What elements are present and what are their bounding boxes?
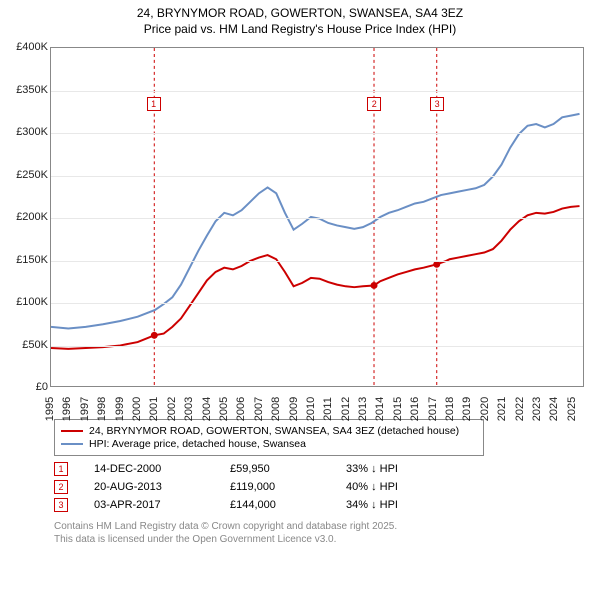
series-hpi (51, 114, 580, 329)
x-axis-label: 1998 (96, 397, 108, 421)
y-axis-label: £350K (16, 84, 48, 96)
y-axis-label: £50K (22, 339, 48, 351)
x-axis-label: 2015 (392, 397, 404, 421)
x-axis-label: 2018 (444, 397, 456, 421)
footer: Contains HM Land Registry data © Crown c… (54, 520, 592, 546)
x-axis-label: 2022 (514, 397, 526, 421)
x-axis-label: 2023 (531, 397, 543, 421)
y-axis-label: £400K (16, 41, 48, 53)
x-axis-label: 2017 (427, 397, 439, 421)
x-axis-label: 2021 (496, 397, 508, 421)
y-gridline (51, 261, 583, 262)
y-axis-label: £0 (36, 381, 48, 393)
y-axis-label: £200K (16, 211, 48, 223)
x-axis-label: 2005 (218, 397, 230, 421)
x-axis-label: 1995 (44, 397, 56, 421)
sales-index-box: 2 (54, 480, 68, 494)
x-axis-label: 2004 (201, 397, 213, 421)
y-gridline (51, 91, 583, 92)
y-axis-label: £250K (16, 169, 48, 181)
x-axis-label: 2011 (322, 397, 334, 421)
legend-row: HPI: Average price, detached house, Swan… (61, 438, 477, 450)
x-axis-label: 2019 (461, 397, 473, 421)
x-axis-label: 1999 (114, 397, 126, 421)
x-axis-label: 2009 (288, 397, 300, 421)
y-axis-label: £300K (16, 126, 48, 138)
x-axis-label: 2025 (566, 397, 578, 421)
x-axis-label: 2002 (166, 397, 178, 421)
y-gridline (51, 218, 583, 219)
y-axis-label: £100K (16, 296, 48, 308)
sales-table-row: 1 14-DEC-2000 £59,950 33% ↓ HPI (54, 462, 592, 476)
sales-date: 03-APR-2017 (94, 499, 204, 511)
x-axis-label: 2001 (148, 397, 160, 421)
x-axis-label: 2010 (305, 397, 317, 421)
x-axis-label: 2007 (253, 397, 265, 421)
sales-price: £59,950 (230, 463, 320, 475)
y-gridline (51, 176, 583, 177)
sales-index-box: 3 (54, 498, 68, 512)
sale-marker-box: 3 (430, 97, 444, 111)
sales-pct: 34% ↓ HPI (346, 499, 456, 511)
sale-marker-box: 2 (367, 97, 381, 111)
x-axis-label: 1997 (79, 397, 91, 421)
y-gridline (51, 346, 583, 347)
legend-row: 24, BRYNYMOR ROAD, GOWERTON, SWANSEA, SA… (61, 425, 477, 437)
x-axis-label: 2013 (357, 397, 369, 421)
footer-line-1: Contains HM Land Registry data © Crown c… (54, 520, 592, 533)
sales-table-row: 3 03-APR-2017 £144,000 34% ↓ HPI (54, 498, 592, 512)
x-axis-label: 2006 (235, 397, 247, 421)
sales-table: 1 14-DEC-2000 £59,950 33% ↓ HPI 2 20-AUG-2013… (54, 462, 592, 512)
sales-price: £119,000 (230, 481, 320, 493)
title-block: 24, BRYNYMOR ROAD, GOWERTON, SWANSEA, SA… (8, 6, 592, 37)
x-axis-label: 2000 (131, 397, 143, 421)
sales-pct: 33% ↓ HPI (346, 463, 456, 475)
legend-label: 24, BRYNYMOR ROAD, GOWERTON, SWANSEA, SA… (89, 425, 459, 437)
sales-date: 20-AUG-2013 (94, 481, 204, 493)
sales-table-row: 2 20-AUG-2013 £119,000 40% ↓ HPI (54, 480, 592, 494)
legend-swatch (61, 443, 83, 445)
y-gridline (51, 303, 583, 304)
y-axis-label: £150K (16, 254, 48, 266)
x-axis-label: 2016 (409, 397, 421, 421)
x-axis-label: 1996 (61, 397, 73, 421)
plot-svg (51, 48, 583, 386)
sales-pct: 40% ↓ HPI (346, 481, 456, 493)
legend-label: HPI: Average price, detached house, Swan… (89, 438, 306, 450)
x-axis-label: 2003 (183, 397, 195, 421)
title-line-2: Price paid vs. HM Land Registry's House … (8, 22, 592, 38)
legend: 24, BRYNYMOR ROAD, GOWERTON, SWANSEA, SA… (54, 419, 484, 456)
x-axis-label: 2008 (270, 397, 282, 421)
title-line-1: 24, BRYNYMOR ROAD, GOWERTON, SWANSEA, SA… (8, 6, 592, 22)
sales-index-box: 1 (54, 462, 68, 476)
x-axis-label: 2024 (548, 397, 560, 421)
y-gridline (51, 133, 583, 134)
legend-swatch (61, 430, 83, 432)
x-axis-label: 2020 (479, 397, 491, 421)
plot-region (50, 47, 584, 387)
x-axis-label: 2012 (340, 397, 352, 421)
chart-container: 24, BRYNYMOR ROAD, GOWERTON, SWANSEA, SA… (0, 0, 600, 552)
series-property (51, 206, 580, 349)
x-axis-label: 2014 (374, 397, 386, 421)
chart-area: £0 £50K £100K £150K £200K £250K £300K £350K £400… (8, 43, 592, 413)
sales-date: 14-DEC-2000 (94, 463, 204, 475)
sales-price: £144,000 (230, 499, 320, 511)
footer-line-2: This data is licensed under the Open Gov… (54, 533, 592, 546)
sale-marker-box: 1 (147, 97, 161, 111)
